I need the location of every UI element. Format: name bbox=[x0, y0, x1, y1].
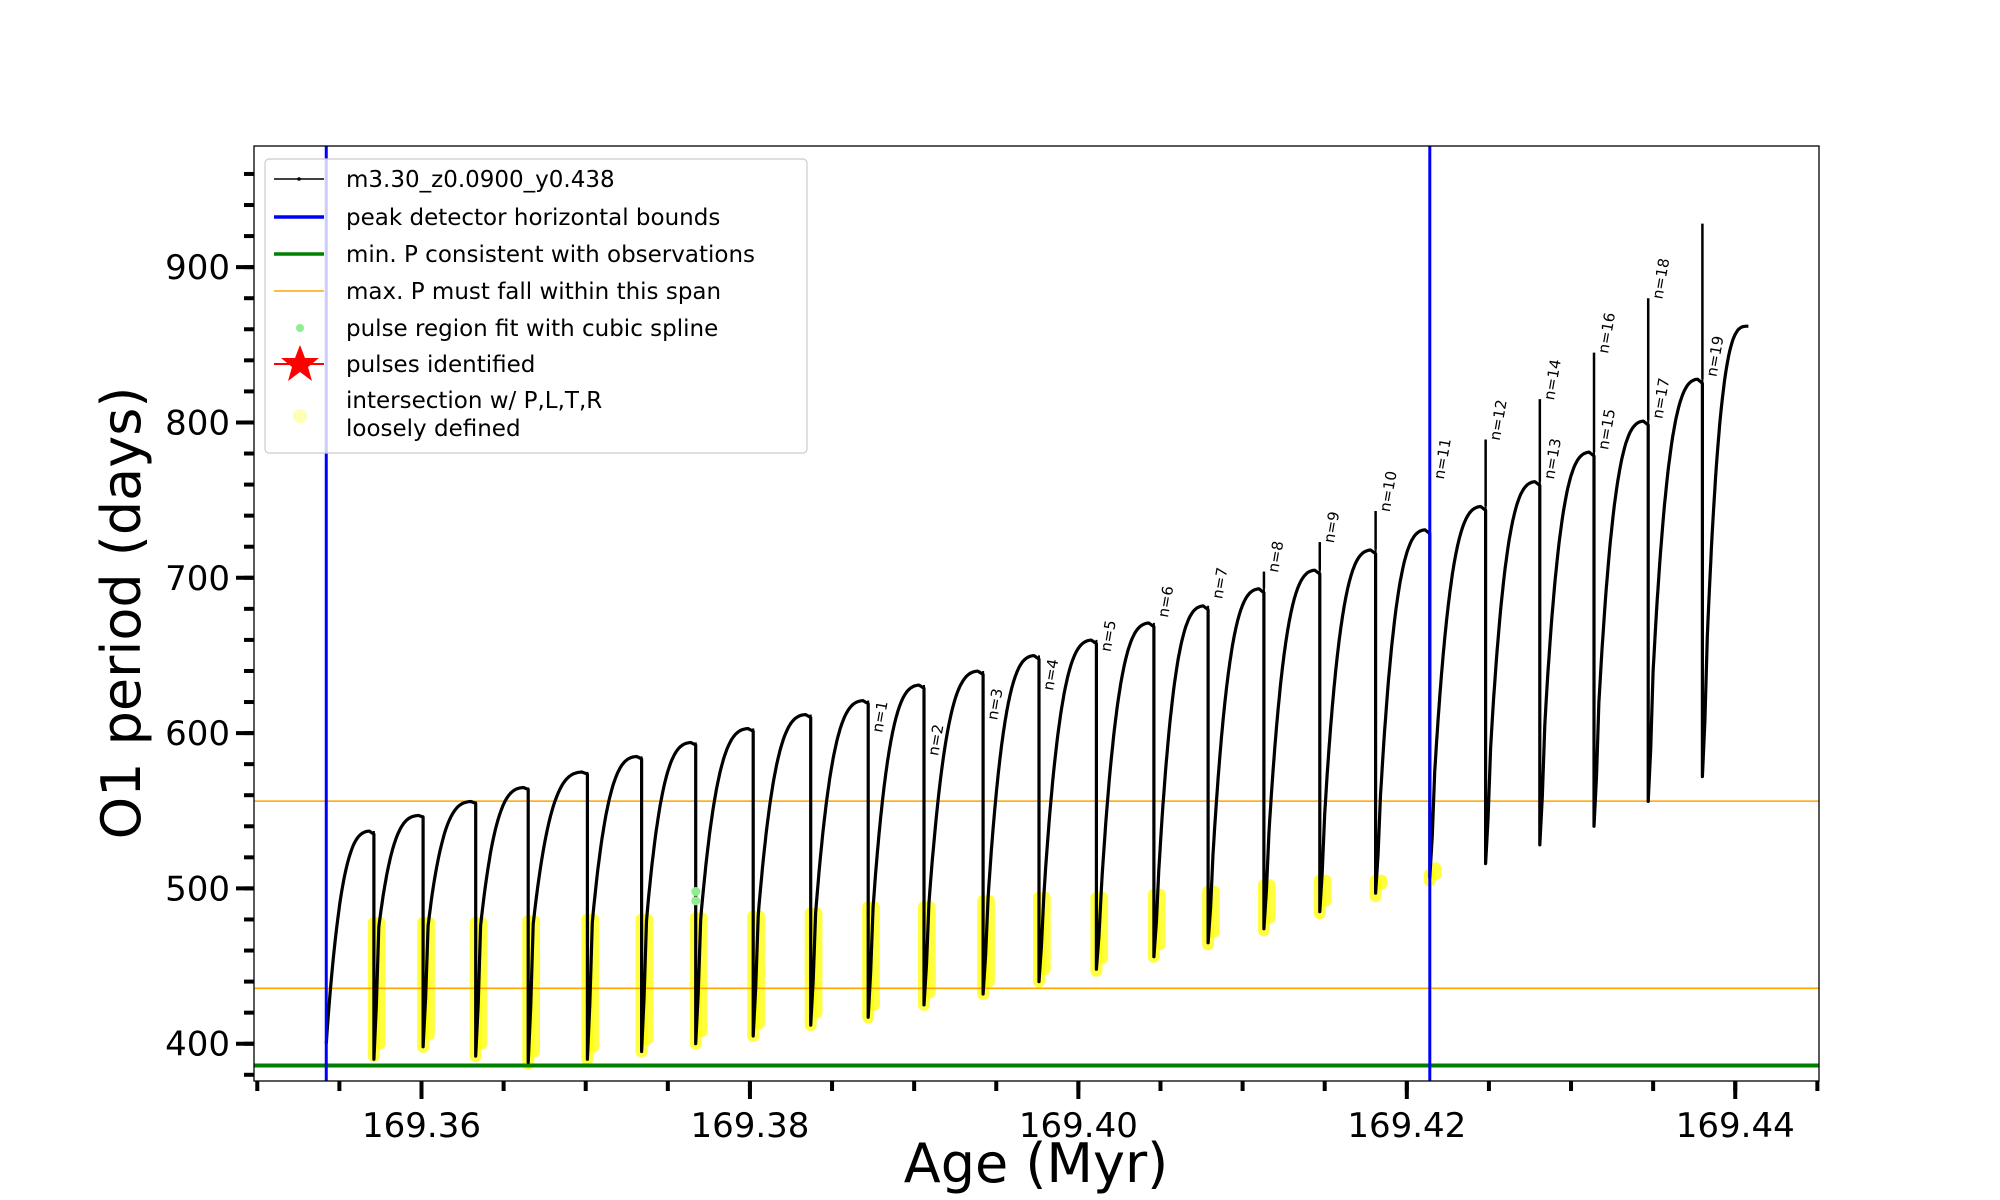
star-icon bbox=[281, 345, 319, 381]
legend-label-pulses: pulses identified bbox=[346, 352, 535, 378]
y-tick-label: 700 bbox=[165, 559, 230, 599]
pulse-label: n=7 bbox=[1208, 566, 1231, 600]
pulse-label: n=16 bbox=[1594, 311, 1619, 355]
pulse-label: n=18 bbox=[1648, 257, 1673, 301]
x-axis-label: Age (Myr) bbox=[904, 1132, 1169, 1195]
pulse-label: n=13 bbox=[1540, 437, 1565, 481]
pulse-label: n=19 bbox=[1703, 334, 1728, 378]
y-tick-label: 800 bbox=[165, 403, 230, 443]
legend: m3.30_z0.0900_y0.438 peak detector horiz… bbox=[264, 158, 808, 454]
y-axis-label: O1 period (days) bbox=[90, 387, 153, 840]
axes-frame bbox=[253, 145, 1820, 1082]
y-tick-label: 600 bbox=[165, 714, 230, 754]
pulse-label: n=6 bbox=[1154, 585, 1177, 619]
y-tick-label: 400 bbox=[165, 1025, 230, 1065]
legend-entry-bounds: peak detector horizontal bounds bbox=[274, 205, 720, 231]
pulse-label: n=4 bbox=[1039, 658, 1062, 692]
legend-entry-model: m3.30_z0.0900_y0.438 bbox=[274, 167, 615, 193]
pulse-label: n=11 bbox=[1430, 437, 1455, 481]
pulse-label: n=8 bbox=[1264, 540, 1287, 574]
x-tick-label: 169.36 bbox=[362, 1106, 481, 1146]
legend-box bbox=[264, 158, 808, 454]
pulse-label: n=14 bbox=[1540, 358, 1565, 402]
legend-label-intersection-2: loosely defined bbox=[346, 416, 521, 442]
model-series-line bbox=[324, 324, 1750, 1065]
legend-yellow-dot bbox=[293, 409, 307, 423]
legend-entry-pulses: pulses identified bbox=[274, 345, 535, 381]
legend-entry-intersection: intersection w/ P,L,T,R loosely defined bbox=[293, 388, 602, 442]
y-tick-label: 500 bbox=[165, 869, 230, 909]
pulse-label: n=9 bbox=[1320, 510, 1343, 544]
pulse-label: n=1 bbox=[868, 700, 891, 734]
x-tick-label: 169.42 bbox=[1347, 1106, 1466, 1146]
x-tick-label: 169.38 bbox=[690, 1106, 809, 1146]
x-tick-label: 169.44 bbox=[1676, 1106, 1795, 1146]
legend-label-max-p: max. P must fall within this span bbox=[346, 279, 721, 305]
pulse-label: n=15 bbox=[1594, 407, 1619, 451]
pulse-label: n=3 bbox=[983, 687, 1006, 721]
legend-entry-spline: pulse region fit with cubic spline bbox=[296, 316, 718, 342]
x-tick-label: 169.40 bbox=[1019, 1106, 1138, 1146]
legend-label-min-p: min. P consistent with observations bbox=[346, 242, 755, 268]
pulse-label: n=17 bbox=[1648, 376, 1673, 420]
pulse-label: n=12 bbox=[1486, 398, 1511, 442]
axis-ticks: 169.36 169.38 169.40 169.42 169.44 400 500 600 7… bbox=[165, 171, 1820, 1146]
legend-label-spline: pulse region fit with cubic spline bbox=[346, 316, 718, 342]
pulse-label: n=2 bbox=[924, 723, 947, 757]
legend-entry-min-p: min. P consistent with observations bbox=[274, 242, 755, 268]
spline-point bbox=[691, 887, 701, 897]
y-tick-label: 900 bbox=[165, 248, 230, 288]
pulse-label: n=10 bbox=[1376, 470, 1401, 514]
legend-label-bounds: peak detector horizontal bounds bbox=[346, 205, 720, 231]
legend-label-intersection: intersection w/ P,L,T,R bbox=[346, 388, 602, 414]
spline-point bbox=[691, 896, 701, 906]
legend-dot-marker bbox=[297, 177, 301, 181]
pulse-label: n=5 bbox=[1097, 619, 1120, 653]
legend-entry-max-p: max. P must fall within this span bbox=[274, 279, 721, 305]
legend-label-model: m3.30_z0.0900_y0.438 bbox=[346, 167, 615, 193]
legend-green-dot bbox=[296, 324, 304, 332]
